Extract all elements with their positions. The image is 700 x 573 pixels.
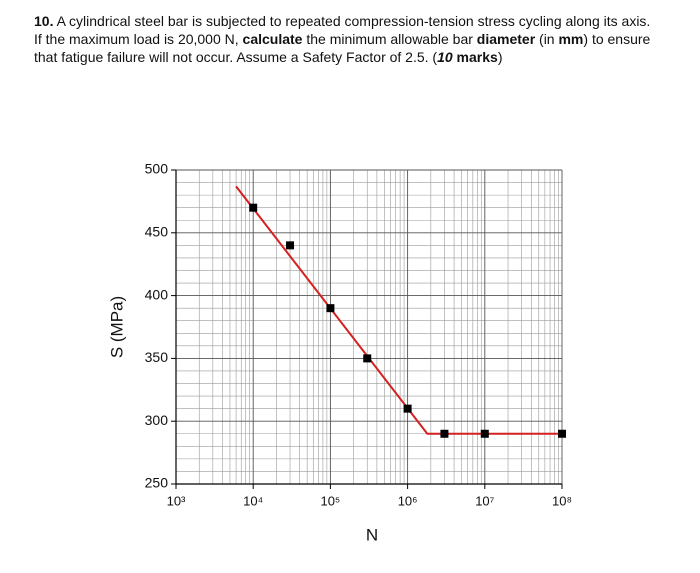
text-segment: 10 bbox=[437, 49, 453, 65]
x-axis-label: N bbox=[366, 525, 378, 544]
fit-line bbox=[235, 185, 562, 435]
y-tick-label: 400 bbox=[145, 286, 169, 302]
question-line: that fatigue failure will not occur. Ass… bbox=[34, 48, 694, 66]
data-point bbox=[440, 429, 449, 438]
text-segment: calculate bbox=[242, 31, 303, 47]
data-point bbox=[363, 354, 372, 363]
text-segment: ) bbox=[497, 49, 503, 65]
y-tick-label: 450 bbox=[145, 224, 169, 240]
x-tick-label: 10⁴ bbox=[243, 493, 263, 508]
y-tick-label: 350 bbox=[145, 349, 169, 365]
y-tick-label: 500 bbox=[145, 161, 169, 177]
data-point bbox=[480, 429, 489, 438]
text-segment: If the maximum load is 20,000 N, bbox=[34, 31, 243, 47]
y-tick-label: 300 bbox=[145, 412, 169, 428]
text-segment: diameter bbox=[476, 31, 536, 47]
x-tick-label: 10⁵ bbox=[320, 493, 340, 508]
y-tick-label: 250 bbox=[145, 475, 169, 491]
text-segment: mm bbox=[558, 31, 584, 47]
x-tick-label: 10⁶ bbox=[398, 493, 418, 508]
text-segment: that fatigue failure will not occur. Ass… bbox=[34, 49, 438, 65]
y-axis-label: S (MPa) bbox=[107, 296, 126, 358]
x-tick-label: 10³ bbox=[167, 493, 186, 508]
question: 10. A cylindrical steel bar is subjected… bbox=[34, 12, 694, 66]
data-point bbox=[326, 304, 335, 313]
data-point bbox=[403, 404, 412, 413]
text-segment: A cylindrical steel bar is subjected to … bbox=[53, 13, 651, 29]
text-segment: marks bbox=[452, 49, 498, 65]
text-segment: (in bbox=[535, 31, 559, 47]
data-point bbox=[558, 429, 566, 438]
text-segment: the minimum allowable bar bbox=[302, 31, 477, 47]
x-tick-label: 10⁸ bbox=[552, 493, 572, 508]
data-point bbox=[249, 203, 258, 212]
text-segment: 10. bbox=[34, 13, 54, 29]
question-line: If the maximum load is 20,000 N, calcula… bbox=[34, 30, 694, 48]
x-tick-label: 10⁷ bbox=[475, 493, 494, 508]
text-segment: ) to ensure bbox=[583, 31, 651, 47]
question-line: 10. A cylindrical steel bar is subjected… bbox=[34, 12, 694, 30]
data-point bbox=[286, 241, 295, 250]
